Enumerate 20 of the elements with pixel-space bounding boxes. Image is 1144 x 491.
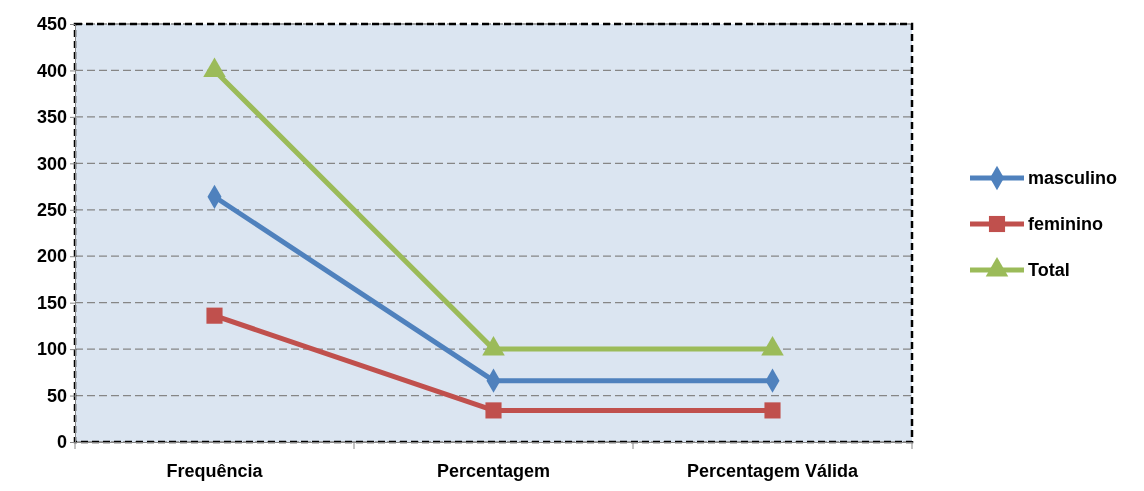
y-tick-label: 350 xyxy=(36,107,67,128)
y-tick-label: 250 xyxy=(36,200,67,221)
point xyxy=(485,402,502,419)
y-tick-label: 100 xyxy=(36,339,67,360)
y-tick-label: 50 xyxy=(46,385,67,406)
x-tick-label: Percentagem Válida xyxy=(686,460,860,481)
legend-label: masculino xyxy=(1028,168,1118,189)
point xyxy=(203,57,226,77)
legend-label: feminino xyxy=(1028,214,1103,235)
x-tick-label: Frequência xyxy=(166,460,264,481)
y-tick-label: 150 xyxy=(36,292,67,313)
y-tick-label: 0 xyxy=(56,432,67,453)
point xyxy=(206,307,223,324)
y-tick-label: 450 xyxy=(36,14,67,35)
x-tick-label: Percentagem xyxy=(436,460,551,481)
point xyxy=(764,402,781,419)
y-tick-label: 400 xyxy=(36,60,67,81)
legend-label: Total xyxy=(1028,260,1070,281)
y-tick-label: 300 xyxy=(36,153,67,174)
y-tick-label: 200 xyxy=(36,246,67,267)
